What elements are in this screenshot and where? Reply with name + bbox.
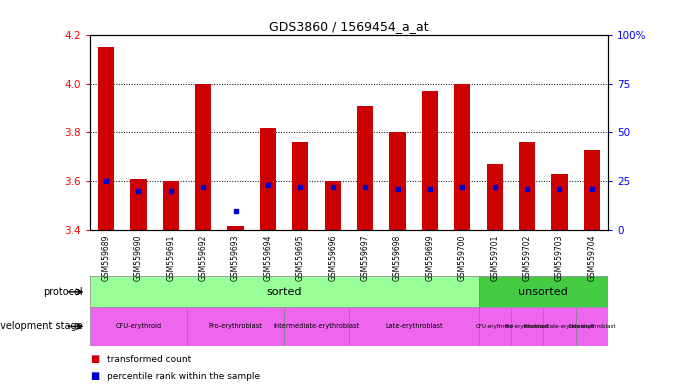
Text: GSM559689: GSM559689 xyxy=(102,234,111,281)
Bar xyxy=(162,181,179,230)
Bar xyxy=(349,307,478,346)
Bar xyxy=(357,106,373,230)
Bar xyxy=(454,84,471,230)
Text: GSM559701: GSM559701 xyxy=(490,234,499,281)
Text: unsorted: unsorted xyxy=(518,287,568,297)
Text: Pro-erythroblast: Pro-erythroblast xyxy=(209,323,263,329)
Text: GSM559699: GSM559699 xyxy=(426,234,435,281)
Bar xyxy=(511,307,543,346)
Text: GSM559692: GSM559692 xyxy=(199,234,208,281)
Bar xyxy=(131,179,146,230)
Text: GSM559704: GSM559704 xyxy=(587,234,596,281)
Bar xyxy=(584,150,600,230)
Text: GSM559690: GSM559690 xyxy=(134,234,143,281)
Bar xyxy=(187,307,284,346)
Text: Late-erythroblast: Late-erythroblast xyxy=(385,323,442,329)
Text: GSM559700: GSM559700 xyxy=(458,234,467,281)
Bar xyxy=(325,181,341,230)
Text: Intermediate-erythroblast: Intermediate-erythroblast xyxy=(274,323,360,329)
Bar xyxy=(478,307,511,346)
Text: Late-erythroblast: Late-erythroblast xyxy=(568,324,616,329)
Bar xyxy=(576,307,608,346)
Text: GSM559691: GSM559691 xyxy=(167,234,176,281)
Bar xyxy=(478,276,608,307)
Text: transformed count: transformed count xyxy=(107,354,191,364)
Bar xyxy=(284,307,349,346)
Bar xyxy=(390,132,406,230)
Text: CFU-erythroid: CFU-erythroid xyxy=(115,323,162,329)
Text: GSM559693: GSM559693 xyxy=(231,234,240,281)
Text: GSM559694: GSM559694 xyxy=(263,234,272,281)
Bar xyxy=(292,142,308,230)
Bar xyxy=(543,307,576,346)
Bar xyxy=(227,225,244,230)
Title: GDS3860 / 1569454_a_at: GDS3860 / 1569454_a_at xyxy=(269,20,429,33)
Text: ■: ■ xyxy=(90,354,99,364)
Text: percentile rank within the sample: percentile rank within the sample xyxy=(107,372,261,381)
Bar xyxy=(519,142,536,230)
Text: GSM559698: GSM559698 xyxy=(393,234,402,281)
Text: sorted: sorted xyxy=(267,287,302,297)
Text: GSM559703: GSM559703 xyxy=(555,234,564,281)
Text: ■: ■ xyxy=(90,371,99,381)
Text: Pro-erythroblast: Pro-erythroblast xyxy=(505,324,549,329)
Bar xyxy=(260,127,276,230)
Text: protocol: protocol xyxy=(44,287,83,297)
Bar xyxy=(551,174,567,230)
Bar xyxy=(195,84,211,230)
Bar xyxy=(90,307,187,346)
Bar xyxy=(90,276,478,307)
Text: GSM559697: GSM559697 xyxy=(361,234,370,281)
Text: GSM559696: GSM559696 xyxy=(328,234,337,281)
Bar xyxy=(486,164,503,230)
Bar xyxy=(422,91,438,230)
Text: GSM559695: GSM559695 xyxy=(296,234,305,281)
Text: development stage: development stage xyxy=(0,321,83,331)
Text: CFU-erythroid: CFU-erythroid xyxy=(476,324,513,329)
Bar xyxy=(98,47,114,230)
Text: Intermediate-erythroblast: Intermediate-erythroblast xyxy=(524,324,595,329)
Text: GSM559702: GSM559702 xyxy=(522,234,531,281)
